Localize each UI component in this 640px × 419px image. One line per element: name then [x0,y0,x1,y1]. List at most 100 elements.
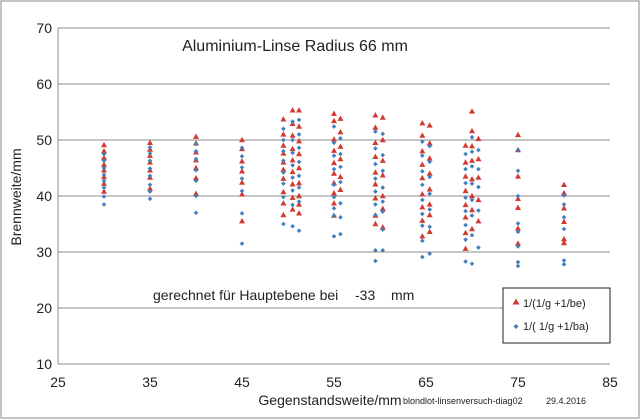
point-diamond [515,193,521,199]
point-triangle [296,210,303,216]
point-diamond [380,168,386,174]
point-triangle [475,196,482,203]
point-diamond [290,223,295,229]
point-diamond [239,188,245,194]
point-diamond [380,131,386,137]
point-triangle [462,214,469,220]
point-diamond [463,208,468,214]
point-diamond [515,263,521,269]
point-diamond [147,158,153,164]
point-diamond [463,166,468,172]
point-diamond [476,208,481,213]
legend-box [502,287,611,344]
point-diamond [427,251,432,256]
point-triangle [372,169,379,175]
x-tick-label: 45 [234,374,250,390]
point-triangle [462,142,469,148]
point-diamond [290,119,295,124]
point-diamond [331,182,337,188]
point-triangle [462,173,469,179]
y-tick-label: 10 [36,356,52,372]
point-diamond [281,148,286,154]
point-diamond [147,166,153,171]
point-diamond [296,228,302,234]
point-diamond [290,162,295,168]
point-diamond [380,185,386,190]
x-tick-label: 65 [418,374,434,390]
point-diamond [101,202,107,207]
point-triangle [419,191,426,197]
point-triangle [337,115,344,121]
point-triangle [101,161,107,167]
point-triangle [379,205,386,212]
point-triangle [101,154,107,161]
point-triangle [372,220,379,227]
footer-date: 29.4.2016 [546,396,586,406]
point-triangle [462,245,469,251]
point-diamond [420,169,425,174]
point-diamond [290,175,295,180]
point-triangle [469,157,475,163]
point-triangle [469,108,475,114]
point-triangle [379,224,386,230]
point-triangle [296,123,303,129]
point-triangle [515,240,521,246]
annotation-unit: mm [391,287,414,303]
point-triangle [372,124,379,130]
point-diamond [561,193,567,198]
point-triangle [475,218,482,224]
point-triangle [379,172,386,178]
point-triangle [337,155,344,162]
point-triangle [239,218,245,224]
point-diamond [373,189,378,194]
point-diamond [469,232,475,238]
point-diamond [290,188,295,193]
point-triangle [296,150,303,157]
point-triangle [280,188,287,195]
point-diamond [561,202,567,207]
point-diamond [193,178,199,184]
point-diamond [338,214,343,220]
point-triangle [289,132,296,138]
point-triangle [372,139,379,145]
point-triangle [515,173,521,179]
point-triangle [419,120,426,126]
point-diamond [296,132,302,137]
legend-marker-series-1 [512,298,520,305]
point-diamond [373,248,378,253]
point-triangle [419,217,426,223]
point-triangle [193,190,199,196]
point-diamond [515,168,521,174]
point-diamond [338,179,343,185]
point-diamond [338,151,343,157]
point-triangle [193,174,199,181]
point-diamond [239,211,245,216]
point-triangle [561,218,567,224]
point-diamond [331,194,337,200]
point-diamond [331,166,337,172]
y-tick-label: 20 [36,300,52,316]
point-diamond [290,202,295,208]
point-diamond [420,197,425,203]
point-diamond [420,211,425,217]
point-diamond [239,241,245,246]
point-diamond [463,180,468,186]
x-tick-labels: 25 35 45 55 65 75 85 [50,374,618,390]
point-triangle [379,192,386,199]
legend-marker-series-2 [513,324,519,329]
point-diamond [420,223,425,228]
point-diamond [331,124,337,129]
point-triangle [426,122,433,128]
point-diamond [469,149,475,155]
point-triangle [296,164,303,171]
point-triangle [462,229,469,236]
point-diamond [515,147,521,153]
point-triangle [239,158,245,164]
point-triangle [289,168,296,175]
point-diamond [476,166,481,172]
point-triangle [239,179,245,185]
point-triangle [419,174,426,181]
point-diamond [469,213,475,218]
point-triangle [379,157,386,163]
